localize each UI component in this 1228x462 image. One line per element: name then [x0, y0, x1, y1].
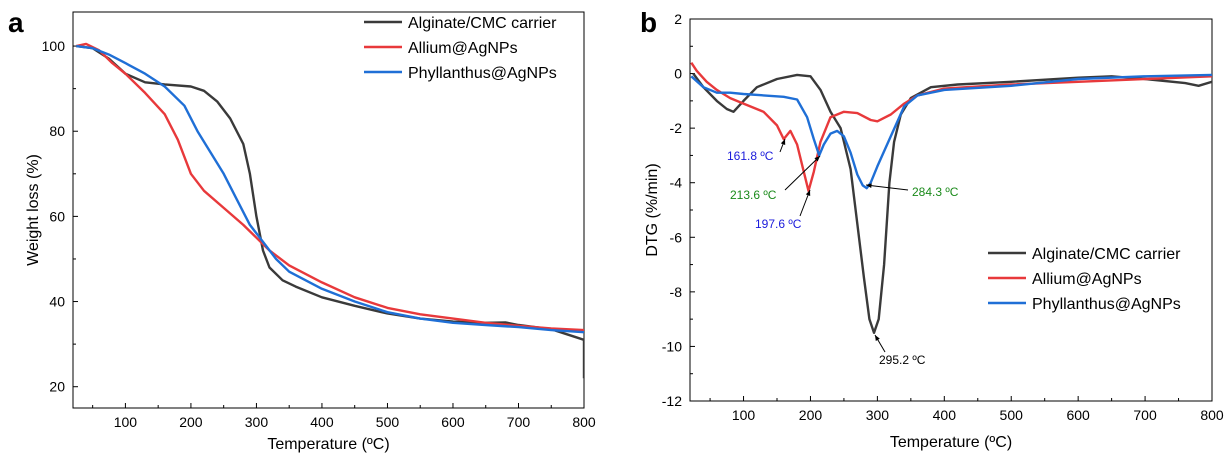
- x-tick-label: 100: [732, 407, 756, 423]
- x-tick-label: 400: [933, 407, 957, 423]
- x-tick-label: 300: [866, 407, 890, 423]
- y-tick-label: -8: [670, 284, 683, 300]
- x-tick-label: 600: [1066, 407, 1090, 423]
- legend-label: Allium@AgNPs: [1032, 271, 1142, 288]
- y-tick-label: 80: [49, 123, 65, 139]
- legend-label: Alginate/CMC carrier: [408, 15, 557, 32]
- y-tick-label: -6: [670, 229, 683, 245]
- x-tick-label: 700: [1133, 407, 1157, 423]
- annotation-label: 295.2 ºC: [879, 353, 926, 367]
- y-tick-label: 0: [674, 66, 682, 82]
- series-line: [690, 73, 1212, 190]
- annotation-label: 213.6 ºC: [730, 188, 777, 202]
- x-tick-label: 800: [1200, 407, 1224, 423]
- annotation-arrow: [784, 155, 821, 191]
- panel-letter-a: a: [8, 7, 24, 38]
- annotation-arrowhead: [866, 183, 872, 188]
- x-tick-label: 500: [1000, 407, 1024, 423]
- y-tick-label: -2: [670, 120, 683, 136]
- annotation-arrowhead: [780, 139, 786, 145]
- x-tick-label: 100: [114, 414, 138, 430]
- chart-dtg: 100 200 300 400 500 600 700 800 -12 -10 -8 -6 -4 -2 0 2…: [644, 11, 1224, 451]
- panel-letter-b: b: [640, 7, 657, 38]
- x-axis-title: Temperature (ºC): [890, 434, 1012, 451]
- annotation-arrowhead: [805, 190, 811, 196]
- x-tick-label: 500: [376, 414, 400, 430]
- y-tick-label: -12: [662, 393, 682, 409]
- x-tick-label: 300: [245, 414, 269, 430]
- annotation-label: 197.6 ºC: [755, 217, 802, 231]
- x-tick-label: 200: [179, 414, 203, 430]
- series-line: [76, 44, 584, 379]
- x-tick-label: 200: [799, 407, 823, 423]
- series-line: [76, 42, 584, 332]
- y-tick-label: 40: [49, 294, 65, 310]
- y-tick-label: 2: [674, 11, 682, 27]
- annotation-label: 284.3 ºC: [912, 185, 959, 199]
- x-tick-label: 600: [441, 414, 465, 430]
- x-tick-label: 700: [507, 414, 531, 430]
- x-tick-label: 800: [572, 414, 596, 430]
- legend-label: Alginate/CMC carrier: [1032, 246, 1181, 263]
- y-axis-title: Weight loss (%): [25, 154, 42, 266]
- legend-label: Allium@AgNPs: [408, 40, 518, 57]
- x-axis-title: Temperature (ºC): [267, 436, 389, 453]
- y-tick-label: 100: [42, 38, 66, 54]
- y-tick-label: -10: [662, 338, 682, 354]
- annotation-arrowhead: [814, 156, 820, 162]
- y-tick-label: 60: [49, 208, 65, 224]
- y-tick-label: 20: [49, 379, 65, 395]
- annotation-arrow: [865, 184, 909, 191]
- y-tick-label: -4: [670, 175, 683, 191]
- y-axis-title: DTG (%/min): [644, 163, 661, 256]
- x-tick-label: 400: [310, 414, 334, 430]
- series-line: [76, 44, 584, 334]
- series-line: [692, 72, 1212, 334]
- chart-weight-loss: 100 200 300 400 500 600 700 800 20 40 60 80 100 Tempe…: [25, 11, 596, 453]
- annotation-arrowhead: [875, 335, 880, 341]
- annotation-label: 161.8 ºC: [727, 149, 774, 163]
- legend-label: Phyllanthus@AgNPs: [1032, 296, 1181, 313]
- legend-label: Phyllanthus@AgNPs: [408, 65, 557, 82]
- plot-frame: [72, 11, 585, 409]
